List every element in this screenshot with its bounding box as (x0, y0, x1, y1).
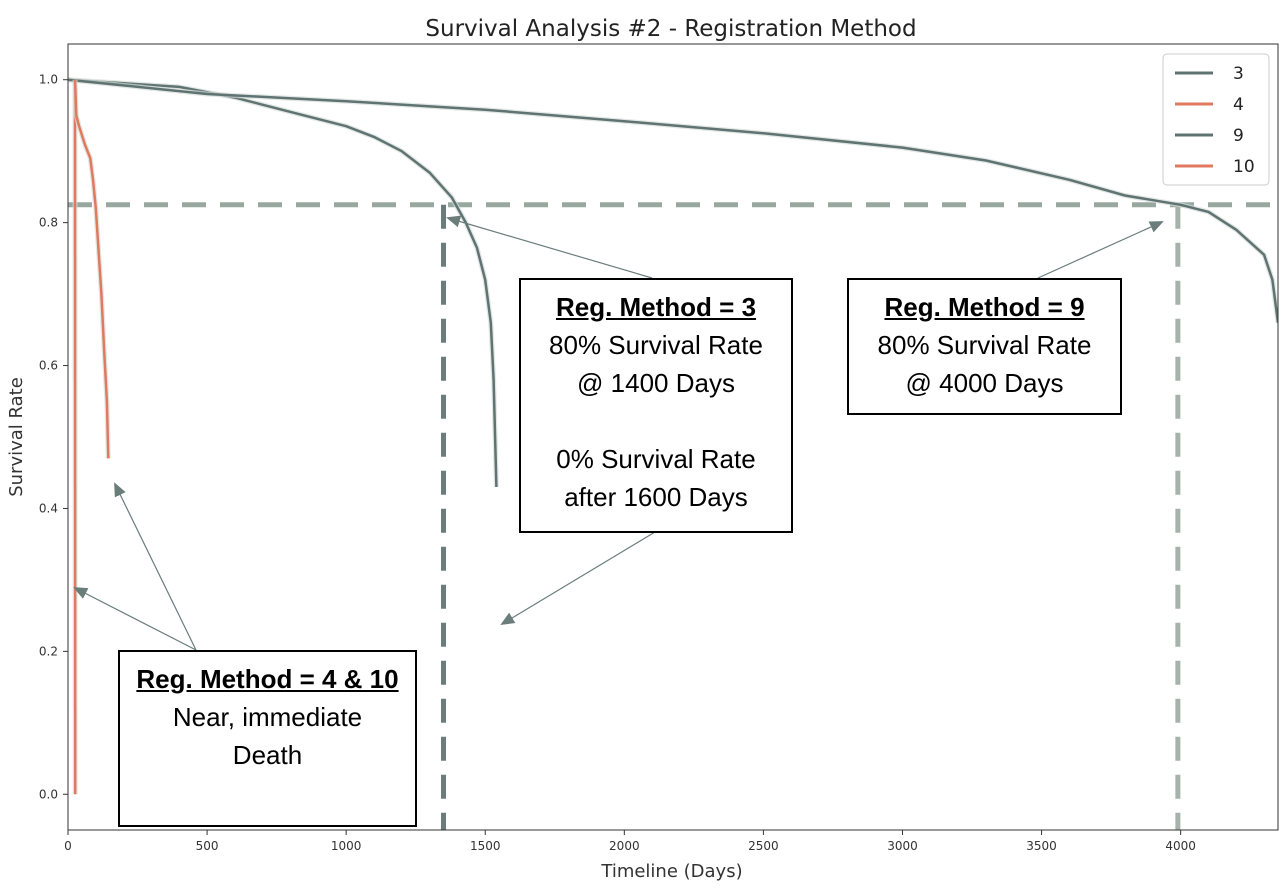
legend-entry: 9 (1233, 126, 1244, 146)
annotation-line: @ 4000 Days (905, 368, 1064, 398)
series-layer (68, 77, 1278, 795)
series-confidence-band (72, 79, 111, 459)
annotation-line: Death (232, 740, 303, 770)
plot-frame (67, 43, 1279, 831)
annotation-line: 80% Survival Rate (877, 330, 1092, 360)
series-line-10 (73, 79, 110, 459)
x-tick-label: 0 (64, 839, 72, 853)
annotation-line: @ 1400 Days (577, 368, 735, 398)
x-tick-label: 3500 (1026, 839, 1057, 853)
x-tick-label: 2000 (609, 839, 640, 853)
legend-entry: 10 (1233, 157, 1255, 177)
chart-title: Survival Analysis #2 - Registration Meth… (425, 16, 916, 42)
y-tick-label: 1.0 (39, 73, 58, 87)
legend-entry: 3 (1233, 64, 1244, 84)
x-tick-label: 3000 (887, 839, 918, 853)
series-confidence-band (68, 77, 499, 488)
reference-lines (68, 202, 1278, 830)
annotation-arrow (73, 587, 197, 651)
y-axis-ticks: 0.0 0.2 0.4 0.6 0.8 1.0 (39, 73, 68, 801)
annotation-heading: Reg. Method = 3 (555, 292, 757, 322)
legend-frame (1162, 53, 1270, 186)
annotation-box-method-4-10: Reg. Method = 4 & 10 Near, immediate Dea… (118, 650, 417, 827)
x-tick-label: 4000 (1165, 839, 1196, 853)
x-tick-label: 2500 (748, 839, 779, 853)
series-line-9 (68, 78, 1278, 323)
annotation-line: Near, immediate (172, 702, 363, 732)
annotation-box-method-9: Reg. Method = 9 80% Survival Rate @ 4000… (847, 278, 1122, 415)
legend-entry: 4 (1233, 95, 1244, 115)
x-tick-label: 1500 (470, 839, 501, 853)
annotation-arrow (446, 215, 653, 279)
x-axis-ticks: 0 500 1000 1500 2000 2500 3000 3500 4000 (64, 830, 1196, 853)
annotation-arrow (500, 531, 656, 626)
annotation-arrows (73, 215, 1164, 651)
series-line-3 (68, 78, 498, 488)
annotation-heading: Reg. Method = 4 & 10 (136, 664, 399, 694)
y-axis-label: Survival Rate (6, 377, 27, 497)
x-tick-label: 1000 (331, 839, 362, 853)
y-tick-label: 0.8 (39, 216, 58, 230)
y-tick-label: 0.4 (39, 501, 58, 515)
annotation-line: 80% Survival Rate (549, 330, 763, 360)
annotation-box-method-3: Reg. Method = 3 80% Survival Rate @ 1400… (519, 278, 793, 533)
x-axis-label: Timeline (Days) (600, 861, 742, 882)
annotation-arrow (1037, 221, 1164, 279)
annotation-line: 0% Survival Rate (556, 444, 756, 474)
y-tick-label: 0.2 (39, 644, 58, 658)
annotation-heading: Reg. Method = 9 (884, 292, 1085, 322)
y-tick-label: 0.6 (39, 359, 58, 373)
legend: 3 4 9 10 (1162, 53, 1270, 186)
annotation-arrow (114, 482, 197, 651)
annotation-line: after 1600 Days (564, 482, 748, 512)
x-tick-label: 500 (196, 839, 219, 853)
y-tick-label: 0.0 (39, 787, 58, 801)
